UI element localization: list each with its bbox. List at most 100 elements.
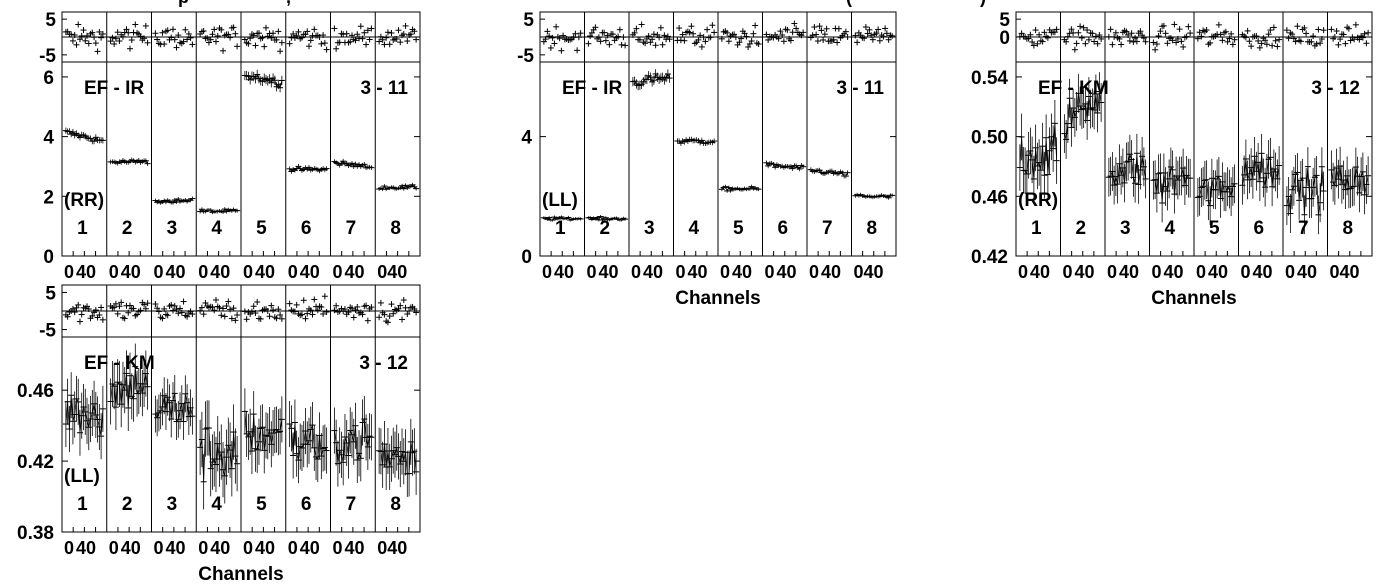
x-axis-label: Channels <box>675 288 761 309</box>
channel-tick-label: 40 <box>1297 262 1317 282</box>
data-line <box>588 215 626 221</box>
channel-tick-label: 40 <box>76 262 96 282</box>
data-line <box>855 194 893 199</box>
channel-tick-label: 0 <box>64 538 74 558</box>
data-line <box>244 73 283 89</box>
polarization-label: (RR) <box>1018 190 1058 211</box>
channel-tick-label: 40 <box>345 538 365 558</box>
channel-tick-label: 40 <box>166 538 186 558</box>
main-ytick-label: 0 <box>521 247 532 268</box>
chart-ef-km-rr: 500.420.460.500.540 40 0 40 0 40 0 40 0 40 0 40 0 40 0… <box>971 10 1373 309</box>
channel-tick-label: 40 <box>121 538 141 558</box>
channel-tick-label: 0 <box>1063 262 1073 282</box>
channel-tick-label: 40 <box>345 262 365 282</box>
channel-tick-label: 40 <box>387 538 407 558</box>
polarization-label: (RR) <box>64 190 104 211</box>
segment-label: 2 <box>122 494 133 515</box>
channel-tick-label: 0 <box>109 538 119 558</box>
channel-tick-label: 0 <box>377 262 387 282</box>
panel-title: EF - KM <box>84 353 155 374</box>
data-line <box>1286 166 1325 215</box>
data-line <box>110 159 148 164</box>
header-fragment-2: , <box>286 0 291 7</box>
main-ytick-label: 4 <box>43 128 54 149</box>
segment-label: 3 <box>644 218 655 239</box>
segment-label: 3 <box>167 494 178 515</box>
data-line <box>810 169 848 177</box>
main-ytick-label: 0.46 <box>971 187 1008 208</box>
data-line <box>632 72 670 86</box>
channel-tick-label: 0 <box>377 538 387 558</box>
segment-label: 8 <box>1342 218 1353 239</box>
polarization-label: (LL) <box>542 190 578 211</box>
residual-ytick-label: 5 <box>523 10 534 31</box>
channel-tick-label: 40 <box>1253 262 1273 282</box>
segment-label: 8 <box>390 218 401 239</box>
main-ytick-label: 0 <box>43 247 54 268</box>
segment-label: 4 <box>211 494 222 515</box>
channel-tick-label: 0 <box>854 262 864 282</box>
chart-ef-km-ll: 5-50.380.420.460 40 0 40 0 40 0 40 0 40 0 40 0 40 0 401… <box>17 283 421 585</box>
channel-tick-label: 40 <box>76 538 96 558</box>
panel-title: EF - KM <box>1038 78 1109 99</box>
segment-label: 5 <box>256 494 267 515</box>
channel-tick-label: 0 <box>1285 262 1295 282</box>
channel-tick-label: 40 <box>821 262 841 282</box>
segment-label: 4 <box>211 218 222 239</box>
channel-tick-label: 0 <box>64 262 74 282</box>
main-ytick-label: 6 <box>43 68 54 89</box>
channel-tick-label: 0 <box>198 262 208 282</box>
residual-ytick-label: 5 <box>999 10 1010 31</box>
data-line <box>1108 152 1147 186</box>
channel-tick-label: 0 <box>765 262 775 282</box>
channel-tick-label: 0 <box>542 262 552 282</box>
polarization-label: (LL) <box>64 466 100 487</box>
channel-tick-label: 0 <box>198 538 208 558</box>
main-ytick-label: 0.50 <box>971 128 1008 149</box>
data-line <box>1063 91 1102 140</box>
segment-label: 8 <box>866 218 877 239</box>
channel-tick-label: 40 <box>599 262 619 282</box>
data-line <box>334 160 372 169</box>
residual-ytick-label: -5 <box>39 321 56 342</box>
data-line <box>199 208 238 213</box>
segment-label: 2 <box>122 218 133 239</box>
residual-ytick-label: 0 <box>999 28 1010 49</box>
segment-label: 7 <box>1298 218 1309 239</box>
channel-tick-label: 40 <box>1030 262 1050 282</box>
main-ytick-label: 0.54 <box>971 68 1008 89</box>
channel-tick-label: 0 <box>1330 262 1340 282</box>
segment-label: 1 <box>555 218 566 239</box>
main-ytick-label: 4 <box>521 128 532 149</box>
data-line <box>333 417 372 464</box>
segment-label: 5 <box>1209 218 1220 239</box>
channel-tick-label: 0 <box>1196 262 1206 282</box>
segment-label: 1 <box>77 218 88 239</box>
channel-tick-label: 40 <box>777 262 797 282</box>
segment-label: 8 <box>390 494 401 515</box>
data-line <box>155 198 193 204</box>
data-line <box>155 393 193 423</box>
data-line <box>1019 123 1058 180</box>
panel-title: EF - IR <box>84 78 144 99</box>
data-line <box>677 139 715 144</box>
data-line <box>289 422 327 461</box>
segment-label: 7 <box>346 218 357 239</box>
panel-subtitle: 3 - 12 <box>1311 78 1360 99</box>
x-axis-label: Channels <box>1151 288 1237 309</box>
x-axis-label: Channels <box>198 564 284 585</box>
channel-tick-label: 0 <box>676 262 686 282</box>
channel-tick-label: 0 <box>1152 262 1162 282</box>
data-line <box>289 165 327 173</box>
channel-tick-label: 0 <box>1018 262 1028 282</box>
channel-tick-label: 40 <box>864 262 884 282</box>
channel-tick-label: 0 <box>109 262 119 282</box>
segment-label: 5 <box>733 218 744 239</box>
residual-ytick-label: 5 <box>45 283 56 304</box>
main-ytick-label: 0.38 <box>17 523 54 544</box>
panel-subtitle: 3 - 11 <box>360 78 408 99</box>
channel-tick-label: 40 <box>255 262 275 282</box>
channel-tick-label: 40 <box>387 262 407 282</box>
